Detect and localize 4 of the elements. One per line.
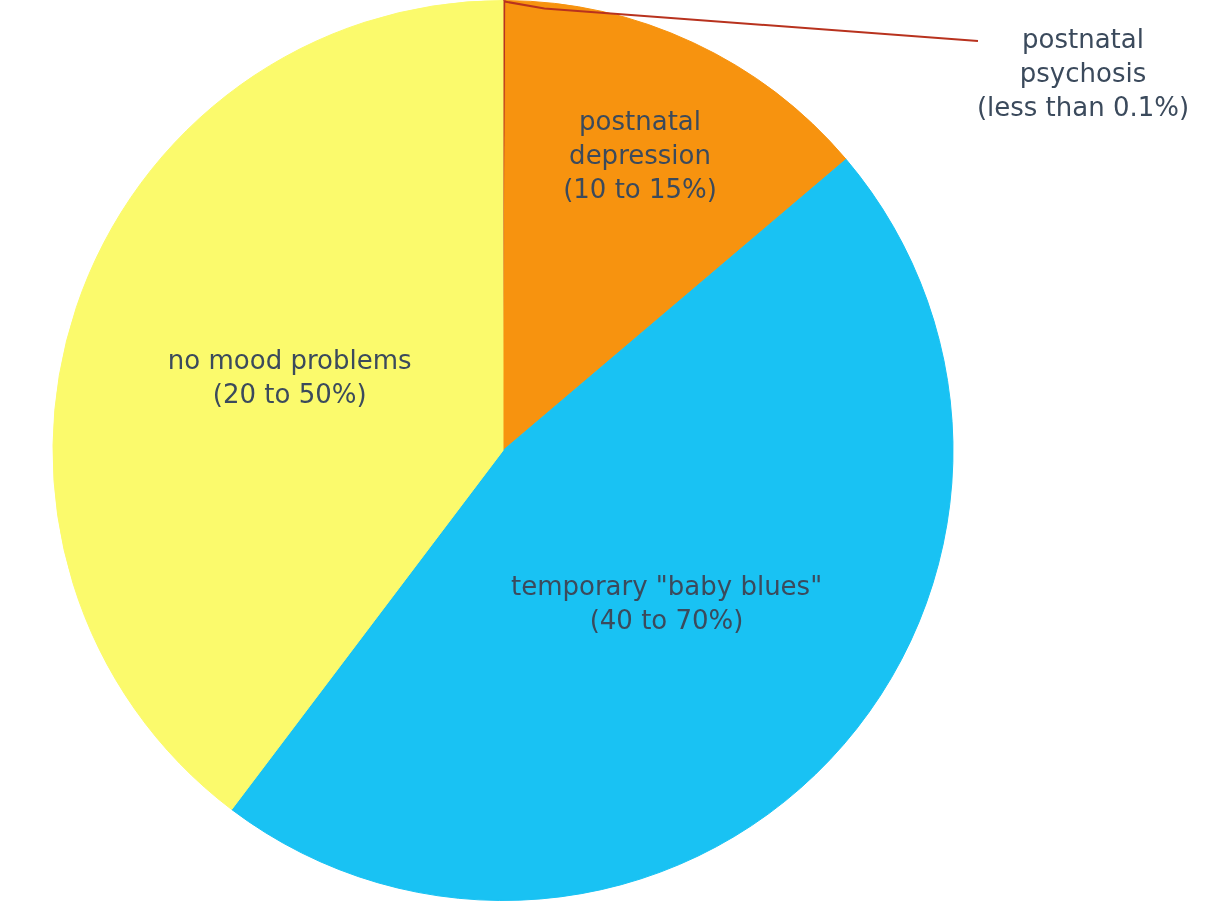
slice-label: postnatal psychosis (less than 0.1%) — [976, 23, 1190, 122]
slice-label: postnatal depression (10 to 15%) — [563, 105, 717, 204]
slice-label: no mood problems (20 to 50%) — [167, 344, 412, 409]
slice-label: temporary "baby blues" (40 to 70%) — [510, 570, 823, 635]
